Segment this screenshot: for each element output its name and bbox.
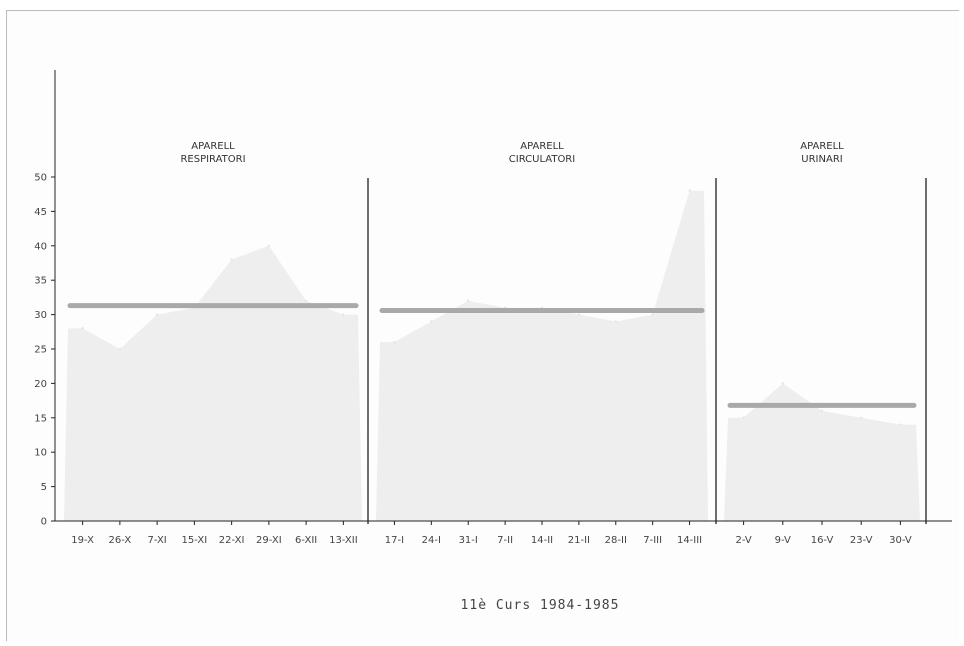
x-tick-label: 31-I	[459, 535, 478, 546]
data-point	[81, 327, 84, 330]
x-tick-label: 21-II	[568, 535, 590, 546]
x-tick-label: 9-V	[775, 535, 791, 546]
section-subtitle: RESPIRATORI	[180, 154, 245, 165]
x-tick-label: 19-X	[71, 535, 94, 546]
section-subtitle: CIRCULATORI	[509, 154, 575, 165]
x-tick-label: 30-V	[889, 535, 912, 546]
data-point	[899, 423, 902, 426]
x-tick-label: 6-XII	[295, 535, 317, 546]
x-tick-label: 29-XI	[256, 535, 282, 546]
data-point	[155, 313, 159, 316]
y-tick-label: 5	[41, 482, 47, 493]
data-point	[304, 299, 308, 303]
section-subtitle: URINARI	[801, 154, 842, 165]
y-tick-label: 30	[34, 310, 47, 321]
data-point	[860, 416, 863, 419]
area-series-1	[64, 245, 362, 522]
x-tick-label: 7-III	[643, 535, 662, 546]
x-tick-label: 7-II	[497, 535, 513, 546]
data-point	[742, 416, 745, 419]
y-tick-label: 25	[34, 345, 47, 356]
x-tick-label: 26-X	[109, 535, 132, 546]
x-tick-label: 22-XI	[219, 535, 245, 546]
data-point	[467, 299, 470, 303]
x-tick-label: 7-XI	[147, 535, 166, 546]
y-tick-label: 15	[34, 413, 47, 424]
area-series-2	[376, 190, 708, 521]
data-point	[688, 189, 691, 192]
y-tick-label: 40	[34, 241, 47, 252]
y-tick-label: 10	[34, 448, 47, 459]
x-tick-label: 14-II	[531, 535, 553, 546]
x-tick-label: 17-I	[385, 535, 404, 546]
y-tick-label: 45	[34, 207, 47, 218]
y-tick-label: 0	[41, 517, 47, 528]
data-point	[781, 382, 784, 385]
data-point	[577, 313, 581, 316]
data-point	[230, 258, 233, 261]
section-title: APARELL	[800, 141, 844, 152]
label-layer: 0 5 10 15 20 25 30 35 40 45 50 19-X 26-X 7-XI 15-XI 22-…	[34, 141, 912, 546]
section-title: APARELL	[191, 141, 235, 152]
area-series-3	[724, 383, 920, 521]
average-line-layer	[67, 303, 917, 408]
data-point	[614, 320, 617, 323]
data-point	[430, 320, 433, 323]
x-tick-label: 15-XI	[182, 535, 208, 546]
y-tick-label: 50	[34, 173, 47, 184]
data-point	[118, 347, 122, 351]
data-point	[267, 244, 271, 247]
x-tick-label: 16-V	[811, 535, 834, 546]
area-layer	[64, 189, 920, 522]
y-tick-label: 35	[34, 276, 47, 287]
data-point	[651, 313, 654, 316]
x-tick-label: 24-I	[422, 535, 441, 546]
x-tick-label: 23-V	[850, 535, 873, 546]
y-tick-label: 20	[34, 379, 47, 390]
x-tick-label: 14-III	[677, 535, 702, 546]
x-tick-label: 13-XII	[329, 535, 358, 546]
data-point	[342, 313, 345, 316]
section-title: APARELL	[520, 141, 564, 152]
axes-layer	[51, 70, 952, 525]
x-tick-label: 2-V	[735, 535, 751, 546]
data-point	[393, 340, 396, 344]
data-point	[820, 409, 824, 413]
chart-footer-title: 11è Curs 1984-1985	[461, 598, 620, 613]
x-tick-label: 28-II	[605, 535, 627, 546]
